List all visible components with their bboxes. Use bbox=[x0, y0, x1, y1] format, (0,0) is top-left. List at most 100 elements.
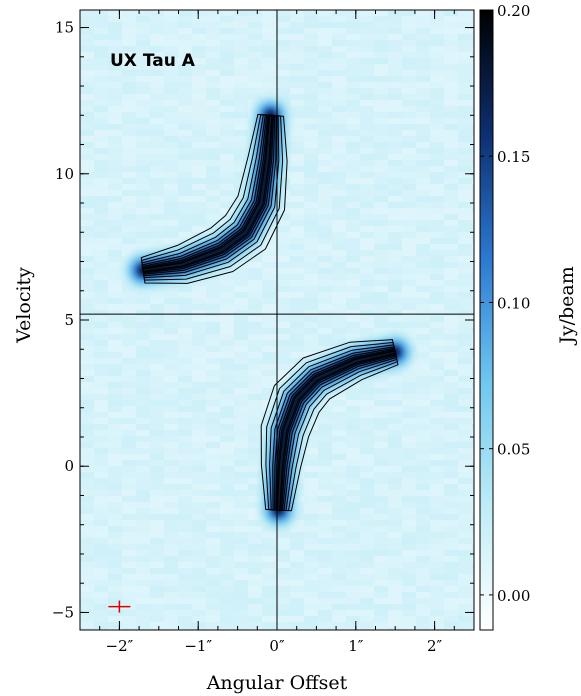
noise-cell bbox=[430, 394, 444, 400]
noise-cell bbox=[304, 442, 318, 448]
noise-cell bbox=[444, 574, 458, 580]
noise-cell bbox=[192, 442, 206, 448]
noise-cell bbox=[220, 118, 234, 124]
noise-cell bbox=[430, 502, 444, 508]
noise-cell bbox=[234, 136, 248, 142]
noise-cell bbox=[150, 202, 164, 208]
noise-cell bbox=[374, 472, 388, 478]
noise-cell bbox=[164, 178, 178, 184]
noise-cell bbox=[360, 484, 374, 490]
noise-cell bbox=[402, 502, 416, 508]
noise-cell bbox=[94, 214, 108, 220]
noise-cell bbox=[178, 154, 192, 160]
noise-cell bbox=[304, 334, 318, 340]
noise-cell bbox=[444, 532, 458, 538]
noise-cell bbox=[122, 148, 136, 154]
noise-cell bbox=[304, 178, 318, 184]
noise-cell bbox=[444, 370, 458, 376]
noise-cell bbox=[472, 568, 474, 574]
noise-cell bbox=[290, 262, 304, 268]
noise-cell bbox=[206, 142, 220, 148]
noise-cell bbox=[458, 160, 472, 166]
noise-cell bbox=[402, 166, 416, 172]
noise-cell bbox=[360, 406, 374, 412]
noise-cell bbox=[234, 466, 248, 472]
noise-cell bbox=[136, 508, 150, 514]
colorbar-tick-label: 0.15 bbox=[497, 148, 530, 166]
noise-cell bbox=[430, 604, 444, 610]
noise-cell bbox=[402, 532, 416, 538]
noise-cell bbox=[122, 598, 136, 604]
noise-cell bbox=[164, 568, 178, 574]
noise-cell bbox=[234, 592, 248, 598]
noise-cell bbox=[94, 322, 108, 328]
noise-cell bbox=[94, 100, 108, 106]
noise-cell bbox=[234, 520, 248, 526]
noise-cell bbox=[304, 316, 318, 322]
noise-cell bbox=[332, 160, 346, 166]
noise-cell bbox=[444, 262, 458, 268]
noise-cell bbox=[206, 574, 220, 580]
noise-cell bbox=[360, 520, 374, 526]
noise-cell bbox=[430, 166, 444, 172]
noise-cell bbox=[192, 508, 206, 514]
noise-cell bbox=[332, 166, 346, 172]
noise-cell bbox=[402, 580, 416, 586]
noise-cell bbox=[402, 496, 416, 502]
noise-cell bbox=[374, 478, 388, 484]
noise-cell bbox=[262, 628, 276, 630]
noise-cell bbox=[360, 256, 374, 262]
noise-cell bbox=[220, 190, 234, 196]
noise-cell bbox=[122, 574, 136, 580]
noise-cell bbox=[332, 454, 346, 460]
noise-cell bbox=[444, 28, 458, 34]
noise-cell bbox=[192, 418, 206, 424]
noise-cell bbox=[108, 52, 122, 58]
noise-cell bbox=[402, 394, 416, 400]
noise-cell bbox=[290, 220, 304, 226]
noise-cell bbox=[360, 472, 374, 478]
noise-cell bbox=[444, 226, 458, 232]
noise-cell bbox=[164, 64, 178, 70]
noise-cell bbox=[108, 64, 122, 70]
noise-cell bbox=[332, 616, 346, 622]
noise-cell bbox=[150, 520, 164, 526]
noise-cell bbox=[402, 574, 416, 580]
noise-cell bbox=[416, 292, 430, 298]
noise-cell bbox=[108, 556, 122, 562]
noise-cell bbox=[444, 448, 458, 454]
noise-cell bbox=[206, 400, 220, 406]
noise-cell bbox=[192, 460, 206, 466]
noise-cell bbox=[122, 106, 136, 112]
noise-cell bbox=[276, 610, 290, 616]
noise-cell bbox=[262, 394, 276, 400]
noise-cell bbox=[402, 100, 416, 106]
noise-cell bbox=[332, 328, 346, 334]
noise-cell bbox=[220, 280, 234, 286]
noise-cell bbox=[318, 580, 332, 586]
noise-cell bbox=[150, 436, 164, 442]
noise-cell bbox=[108, 112, 122, 118]
noise-cell bbox=[388, 214, 402, 220]
noise-cell bbox=[192, 592, 206, 598]
noise-cell bbox=[248, 268, 262, 274]
noise-cell bbox=[346, 436, 360, 442]
noise-cell bbox=[122, 166, 136, 172]
noise-cell bbox=[234, 496, 248, 502]
noise-cell bbox=[136, 502, 150, 508]
noise-cell bbox=[472, 52, 474, 58]
noise-cell bbox=[206, 520, 220, 526]
noise-cell bbox=[220, 412, 234, 418]
noise-cell bbox=[346, 472, 360, 478]
noise-cell bbox=[150, 52, 164, 58]
noise-cell bbox=[234, 532, 248, 538]
noise-cell bbox=[472, 256, 474, 262]
noise-cell bbox=[122, 622, 136, 628]
noise-cell bbox=[108, 22, 122, 28]
noise-cell bbox=[444, 466, 458, 472]
noise-cell bbox=[220, 616, 234, 622]
noise-cell bbox=[94, 538, 108, 544]
noise-cell bbox=[122, 250, 136, 256]
noise-cell bbox=[360, 388, 374, 394]
noise-cell bbox=[122, 112, 136, 118]
